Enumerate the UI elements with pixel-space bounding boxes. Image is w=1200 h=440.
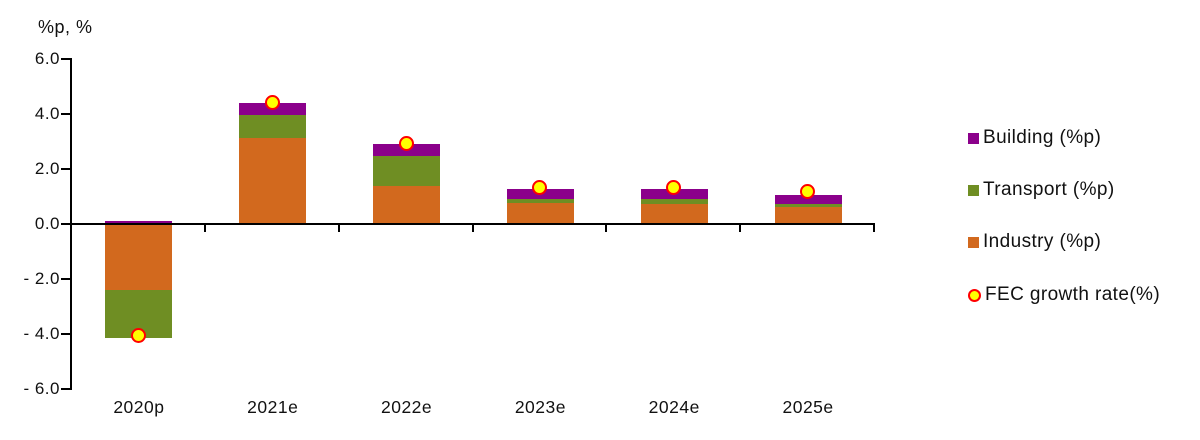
legend-item-transport: Transport (%p) (968, 179, 1115, 201)
industry-swatch-icon (968, 236, 979, 248)
y-axis-tick (61, 277, 72, 280)
y-axis-tick (61, 167, 72, 170)
fec-marker-2022e (398, 135, 414, 151)
bar-segment-building-2025e (774, 194, 842, 204)
y-axis-tick (61, 387, 72, 390)
x-axis-tick (605, 223, 608, 232)
y-axis-tick (61, 222, 72, 225)
legend-label-building: Building (%p) (983, 127, 1102, 148)
y-axis-unit-label: %p, % (38, 17, 93, 37)
transport-swatch-icon (968, 184, 979, 196)
legend: Building (%p) Transport (%p) Industry (%… (968, 0, 1198, 440)
y-axis-tick-label: 4.0 (34, 103, 60, 123)
fec-marker-2025e (800, 183, 816, 199)
bar-segment-industry-2021e (239, 138, 307, 224)
bar-segment-transport-2021e (239, 114, 307, 139)
bar-segment-building-2020p (105, 220, 173, 224)
legend-item-building: Building (%p) (968, 127, 1101, 149)
y-axis-tick (61, 332, 72, 335)
legend-label-industry: Industry (%p) (983, 231, 1102, 252)
fec-marker-2023e (532, 179, 548, 195)
x-axis-tick (873, 223, 875, 232)
y-axis-tick-label: - 6.0 (23, 378, 60, 398)
y-axis-tick-label: 2.0 (34, 158, 60, 178)
fec-marker-2020p (130, 328, 146, 344)
fec-marker-icon (968, 288, 981, 302)
y-axis-tick-label: 6.0 (34, 48, 60, 68)
x-axis-line (72, 222, 875, 225)
x-axis-label-2023e: 2023e (514, 397, 566, 417)
x-axis-tick (739, 223, 742, 232)
fec-marker-2024e (666, 179, 682, 195)
bar-segment-industry-2025e (774, 207, 842, 224)
x-axis-label-2024e: 2024e (648, 397, 700, 417)
bar-segment-industry-2023e (506, 202, 574, 224)
x-axis-label-2025e: 2025e (782, 397, 834, 417)
legend-label-fec: FEC growth rate(%) (985, 284, 1161, 305)
bar-segment-industry-2024e (640, 204, 708, 224)
x-axis-label-2020p: 2020p (113, 397, 165, 417)
legend-item-industry: Industry (%p) (968, 231, 1101, 253)
legend-item-fec: FEC growth rate(%) (968, 284, 1160, 306)
fec-marker-2021e (264, 94, 280, 110)
y-axis-tick (61, 112, 72, 115)
x-axis-tick (337, 223, 340, 232)
x-axis-tick (203, 223, 206, 232)
y-axis-tick (61, 57, 72, 60)
y-axis-tick-label: - 2.0 (23, 268, 60, 288)
y-axis-tick-label: - 4.0 (23, 323, 60, 343)
x-axis-label-2022e: 2022e (380, 397, 433, 417)
bar-segment-industry-2022e (373, 186, 441, 224)
bar-segment-transport-2025e (774, 203, 842, 207)
bar-segment-transport-2024e (640, 199, 708, 205)
legend-label-transport: Transport (%p) (983, 179, 1115, 200)
building-swatch-icon (968, 132, 979, 144)
y-axis-tick-label: 0.0 (34, 213, 60, 233)
x-axis-tick (471, 223, 474, 232)
bar-segment-transport-2022e (373, 156, 441, 187)
x-axis-label-2021e: 2021e (247, 397, 299, 417)
bar-segment-transport-2023e (506, 198, 574, 203)
bar-segment-industry-2020p (105, 223, 173, 290)
